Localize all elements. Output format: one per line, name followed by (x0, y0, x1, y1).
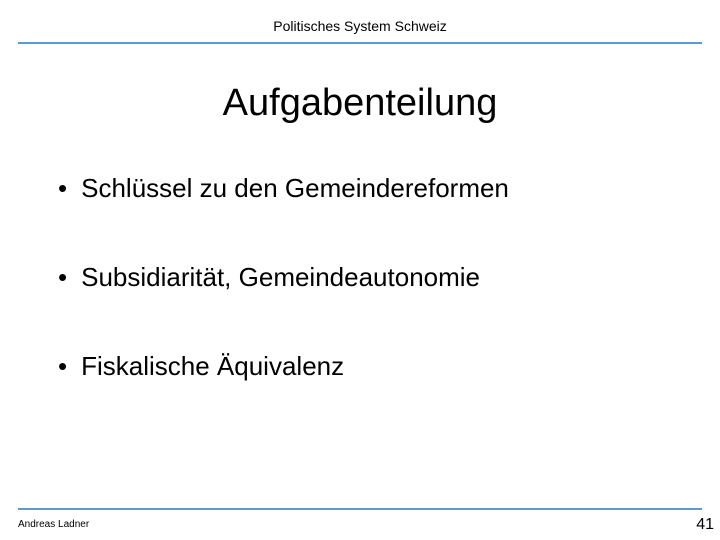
bullet-text: Schlüssel zu den Gemeindereformen (81, 173, 509, 204)
bottom-divider (18, 508, 702, 510)
bullet-icon: • (58, 262, 67, 293)
list-item: • Subsidiarität, Gemeindeautonomie (58, 262, 690, 293)
footer-author: Andreas Ladner (18, 519, 89, 530)
top-divider (18, 42, 702, 44)
page-number: 41 (696, 516, 714, 534)
bullet-text: Fiskalische Äquivalenz (81, 351, 344, 382)
list-item: • Fiskalische Äquivalenz (58, 351, 690, 382)
bullet-list: • Schlüssel zu den Gemeindereformen • Su… (0, 173, 720, 383)
slide-title: Aufgabenteilung (0, 82, 720, 125)
header-course: Politisches System Schweiz (0, 0, 720, 42)
bullet-icon: • (58, 351, 67, 382)
bullet-icon: • (58, 173, 67, 204)
bullet-text: Subsidiarität, Gemeindeautonomie (81, 262, 480, 293)
list-item: • Schlüssel zu den Gemeindereformen (58, 173, 690, 204)
